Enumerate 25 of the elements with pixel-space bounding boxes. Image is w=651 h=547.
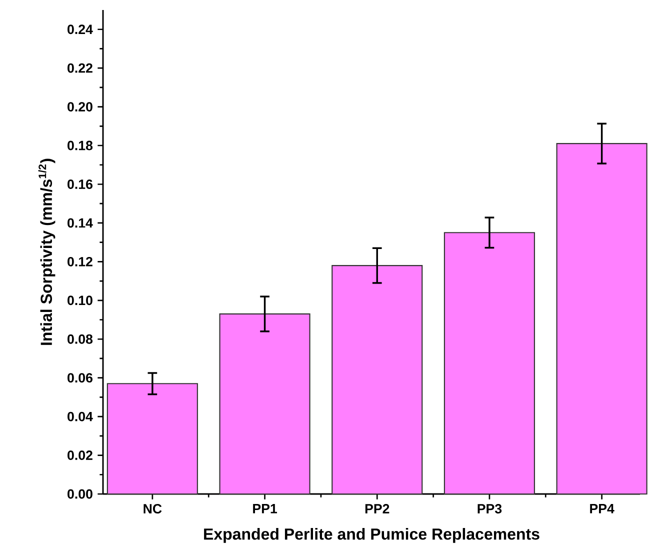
y-tick-label: 0.16	[68, 179, 92, 189]
x-axis-title: Expanded Perlite and Pumice Replacements	[204, 528, 540, 543]
y-tick-label: 0.04	[68, 412, 93, 422]
x-tick-label: PP1	[253, 504, 278, 514]
y-tick-label: 0.00	[68, 489, 92, 499]
bar	[444, 232, 535, 494]
y-axis-title: Intial Sorptivity (mm/s$^{1/2}$)	[38, 158, 56, 345]
y-tick-label: 0.22	[68, 63, 92, 73]
y-tick-label: 0.06	[68, 372, 92, 382]
y-tick-label: 0.10	[68, 296, 92, 305]
y-tick-label: 0.20	[68, 102, 92, 112]
x-tick-label: PP3	[478, 504, 502, 514]
y-tick-label: 0.12	[68, 256, 92, 266]
y-tick-label: 0.18	[68, 140, 93, 150]
bar	[106, 382, 198, 494]
bar	[332, 264, 423, 494]
y-tick-label: 0.14	[68, 218, 93, 228]
y-tick-label: 0.08	[68, 334, 93, 344]
x-tick-label: PP2	[365, 504, 390, 514]
bar	[219, 313, 310, 494]
x-tick-label: NC	[144, 504, 162, 514]
bar	[556, 142, 648, 494]
y-tick-label: 0.24	[68, 24, 93, 34]
x-tick-label: PP4	[590, 504, 614, 514]
y-tick-label: 0.02	[68, 450, 92, 460]
